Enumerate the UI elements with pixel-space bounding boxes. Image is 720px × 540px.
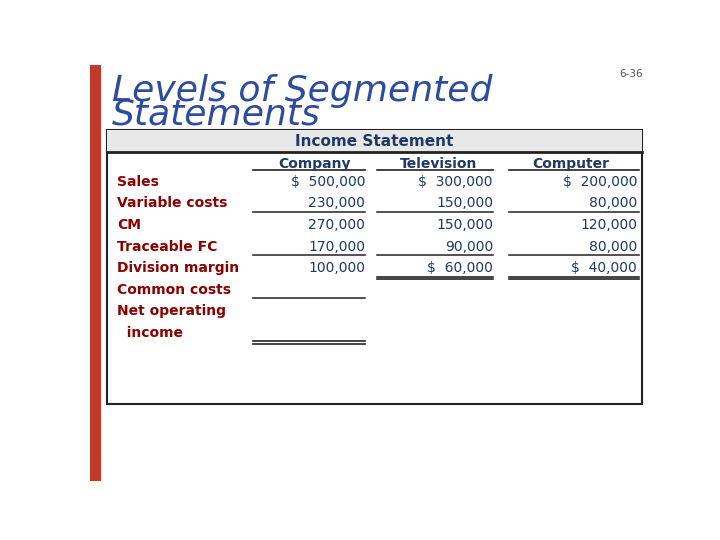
Text: $  200,000: $ 200,000 <box>562 175 637 189</box>
Bar <box>107 130 642 152</box>
Text: $  300,000: $ 300,000 <box>418 175 493 189</box>
Text: Company: Company <box>279 157 351 171</box>
Text: 150,000: 150,000 <box>436 218 493 232</box>
Text: Division margin: Division margin <box>117 261 239 275</box>
Text: Income Statement: Income Statement <box>295 133 454 148</box>
Text: 170,000: 170,000 <box>308 240 365 253</box>
Text: 90,000: 90,000 <box>445 240 493 253</box>
Text: Sales: Sales <box>117 175 159 189</box>
Text: 6-36: 6-36 <box>620 70 644 79</box>
Text: Common costs: Common costs <box>117 282 231 296</box>
Text: Variable costs: Variable costs <box>117 197 228 211</box>
Text: 80,000: 80,000 <box>589 240 637 253</box>
Bar <box>90 65 101 481</box>
Text: income: income <box>117 326 183 340</box>
Text: 100,000: 100,000 <box>308 261 365 275</box>
Text: Levels of Segmented: Levels of Segmented <box>112 74 492 108</box>
Text: Television: Television <box>400 157 477 171</box>
Text: 150,000: 150,000 <box>436 197 493 211</box>
Text: CM: CM <box>117 218 141 232</box>
Text: Statements: Statements <box>112 97 320 131</box>
Text: Computer: Computer <box>532 157 609 171</box>
Text: Net operating: Net operating <box>117 304 226 318</box>
Text: $  40,000: $ 40,000 <box>572 261 637 275</box>
Text: 230,000: 230,000 <box>308 197 365 211</box>
Text: 270,000: 270,000 <box>308 218 365 232</box>
Text: Traceable FC: Traceable FC <box>117 240 217 253</box>
Text: $  60,000: $ 60,000 <box>427 261 493 275</box>
Text: 120,000: 120,000 <box>580 218 637 232</box>
Bar <box>107 130 642 403</box>
Text: 80,000: 80,000 <box>589 197 637 211</box>
Text: $  500,000: $ 500,000 <box>291 175 365 189</box>
